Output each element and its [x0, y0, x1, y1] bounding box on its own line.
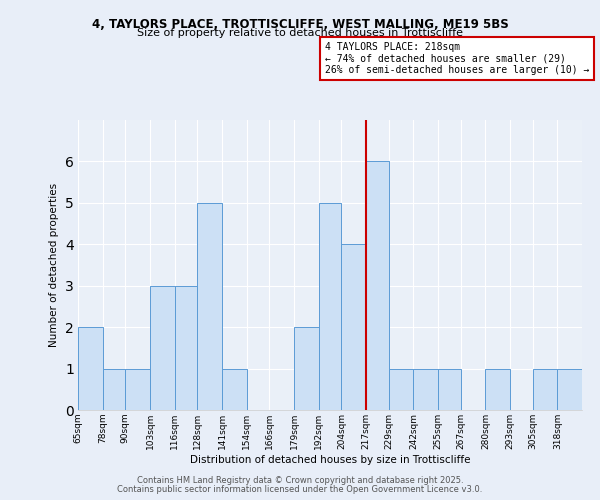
Bar [341, 244, 366, 410]
Y-axis label: Number of detached properties: Number of detached properties [49, 183, 59, 347]
Bar [197, 203, 222, 410]
Text: 4, TAYLORS PLACE, TROTTISCLIFFE, WEST MALLING, ME19 5BS: 4, TAYLORS PLACE, TROTTISCLIFFE, WEST MA… [92, 18, 508, 30]
Text: Contains public sector information licensed under the Open Government Licence v3: Contains public sector information licen… [118, 485, 482, 494]
Bar [294, 327, 319, 410]
Text: Size of property relative to detached houses in Trottiscliffe: Size of property relative to detached ho… [137, 28, 463, 38]
Text: 4 TAYLORS PLACE: 218sqm
← 74% of detached houses are smaller (29)
26% of semi-de: 4 TAYLORS PLACE: 218sqm ← 74% of detache… [325, 42, 589, 75]
Bar [413, 368, 438, 410]
Bar [150, 286, 175, 410]
Bar [175, 286, 197, 410]
Bar [222, 368, 247, 410]
Bar [389, 368, 413, 410]
Bar [103, 368, 125, 410]
Bar [557, 368, 582, 410]
Bar [78, 327, 103, 410]
Text: Contains HM Land Registry data © Crown copyright and database right 2025.: Contains HM Land Registry data © Crown c… [137, 476, 463, 485]
Bar [125, 368, 150, 410]
Bar [319, 203, 341, 410]
Bar [366, 162, 389, 410]
Bar [485, 368, 510, 410]
Bar [438, 368, 461, 410]
Bar [533, 368, 557, 410]
X-axis label: Distribution of detached houses by size in Trottiscliffe: Distribution of detached houses by size … [190, 454, 470, 464]
